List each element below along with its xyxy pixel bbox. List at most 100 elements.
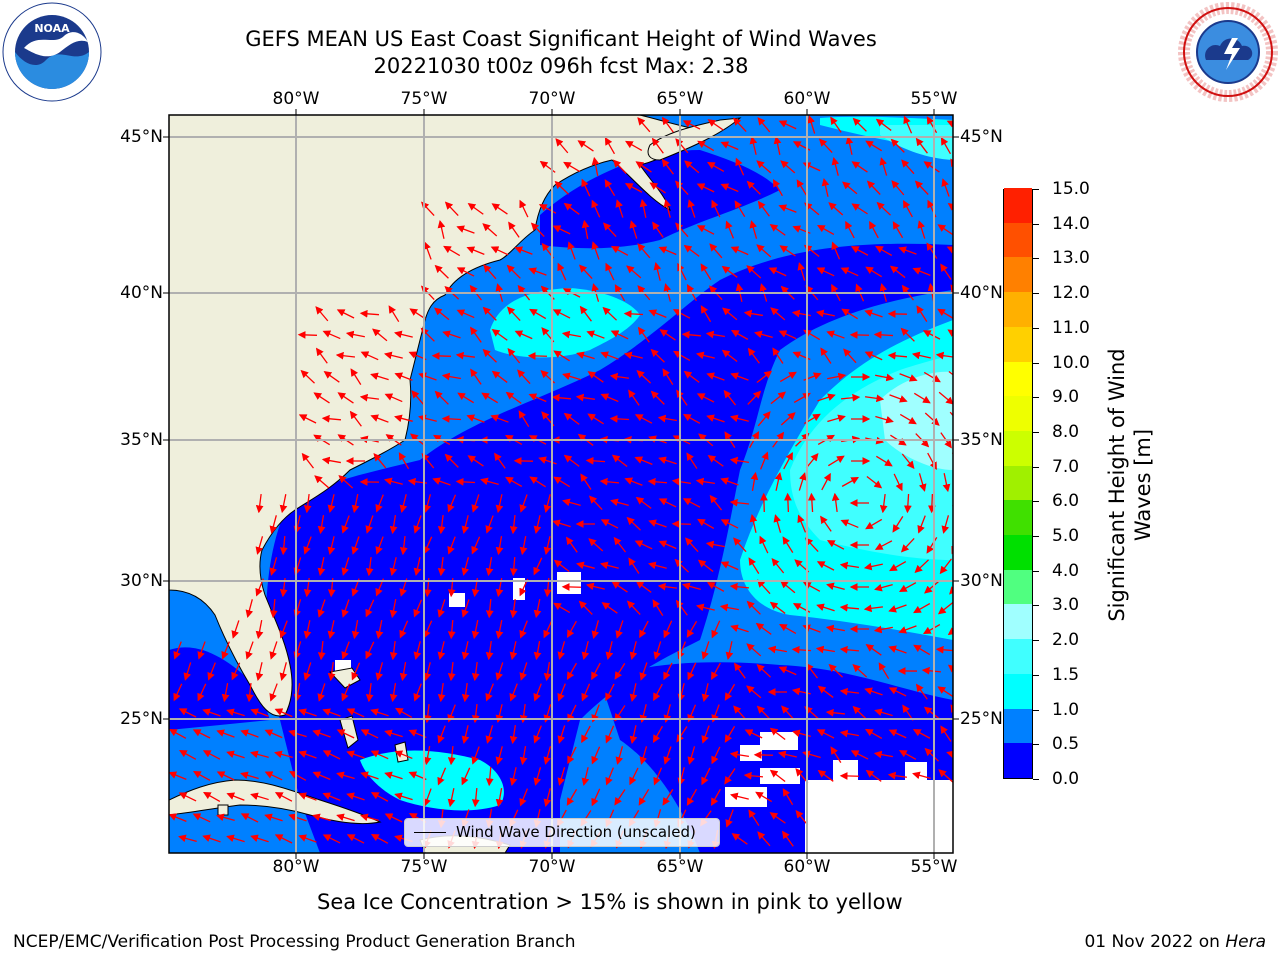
wave-direction-arrow [864, 394, 885, 403]
wave-direction-arrow [576, 561, 595, 570]
wave-direction-arrow [697, 559, 714, 573]
colorbar-tick-label: 2.0 [1052, 630, 1080, 651]
wave-direction-arrow [769, 601, 786, 614]
wave-direction-arrow [591, 662, 601, 681]
colorbar-tick-label: 9.0 [1052, 387, 1080, 408]
wave-direction-arrow [653, 641, 662, 660]
wave-direction-arrow [610, 246, 629, 256]
wave-direction-arrow [312, 729, 331, 738]
wave-direction-arrow [384, 393, 403, 403]
sea-ice-note: Sea Ice Concentration > 15% is shown in … [317, 890, 903, 914]
wave-direction-arrow [755, 622, 772, 635]
wave-direction-arrow [922, 330, 941, 340]
wave-direction-arrow [821, 472, 831, 491]
wave-direction-arrow [890, 138, 905, 153]
wave-direction-arrow [447, 788, 456, 808]
wave-direction-arrow [711, 620, 721, 639]
wave-direction-arrow [780, 412, 796, 426]
wave-direction-arrow [875, 245, 893, 257]
wave-direction-arrow [317, 599, 326, 618]
wave-direction-arrow [658, 246, 677, 256]
wave-direction-arrow [843, 348, 857, 364]
wave-direction-arrow [563, 202, 580, 215]
wave-direction-arrow [506, 306, 521, 322]
wave-direction-arrow [682, 582, 701, 591]
wave-direction-arrow [507, 347, 521, 364]
wave-direction-arrow [874, 583, 893, 592]
wave-direction-arrow [327, 620, 336, 640]
wave-direction-arrow [926, 242, 938, 259]
wave-direction-arrow [609, 414, 630, 423]
wave-direction-arrow [481, 392, 499, 404]
lon-label-top: 55°W [910, 89, 958, 109]
wave-direction-arrow [724, 725, 736, 743]
wave-direction-arrow [695, 477, 715, 486]
wave-direction-arrow [447, 536, 456, 555]
wave-direction-arrow [300, 369, 315, 384]
wave-direction-arrow [495, 494, 504, 514]
wave-direction-arrow [581, 641, 590, 660]
wave-direction-arrow [840, 267, 859, 277]
wave-direction-arrow [605, 683, 615, 702]
wave-direction-arrow [482, 348, 497, 363]
nws-logo [1178, 2, 1278, 102]
colorbar-tick-mark [1033, 605, 1039, 607]
footer-date: 01 Nov 2022 on Hera [1084, 932, 1266, 952]
lat-label-left: 40°N [120, 283, 163, 303]
wave-direction-arrow [485, 640, 494, 661]
wave-direction-arrow [722, 307, 738, 321]
wave-direction-arrow [605, 262, 615, 281]
wave-direction-arrow [671, 520, 692, 528]
wave-direction-arrow [628, 389, 640, 406]
wave-direction-arrow [659, 329, 676, 341]
wave-direction-arrow [675, 138, 689, 154]
wave-direction-arrow [782, 788, 794, 806]
wave-direction-arrow [676, 726, 688, 743]
wave-direction-arrow [413, 599, 423, 618]
wave-direction-arrow [683, 370, 700, 383]
wave-direction-arrow [605, 725, 615, 744]
wave-direction-arrow [705, 330, 725, 339]
wave-direction-arrow [639, 620, 649, 639]
wave-direction-arrow [461, 557, 470, 576]
wave-direction-arrow [743, 771, 764, 780]
wave-direction-arrow [603, 222, 617, 238]
colorbar-tick-label: 11.0 [1052, 317, 1090, 338]
wave-direction-arrow [899, 413, 917, 425]
wave-direction-arrow [615, 199, 624, 218]
wave-direction-arrow [938, 391, 953, 405]
wave-direction-arrow [772, 179, 783, 197]
wave-direction-arrow [831, 492, 840, 513]
wave-direction-arrow [821, 177, 830, 197]
wave-direction-arrow [255, 662, 264, 682]
wave-direction-arrow [924, 580, 940, 594]
wave-direction-arrow [437, 725, 446, 744]
lat-label-left: 35°N [120, 430, 163, 450]
wave-direction-arrow [887, 351, 908, 360]
wave-direction-arrow [178, 750, 197, 760]
wave-direction-arrow [351, 494, 360, 514]
wave-direction-arrow [700, 263, 712, 281]
wave-direction-arrow [509, 514, 518, 535]
wave-direction-arrow [923, 371, 941, 383]
wave-direction-arrow [889, 560, 907, 572]
wave-direction-arrow [345, 330, 365, 339]
wave-direction-arrow [852, 664, 868, 678]
colorbar-segment [1004, 222, 1032, 258]
wave-direction-arrow [519, 662, 528, 681]
colorbar-segment [1004, 187, 1032, 223]
wave-direction-arrow [482, 306, 497, 321]
wave-direction-arrow [323, 371, 340, 383]
wave-direction-arrow [370, 792, 389, 802]
wave-direction-arrow [935, 645, 953, 654]
wave-direction-arrow [375, 620, 384, 640]
wave-direction-arrow [216, 729, 235, 738]
colorbar-tick-mark [1033, 223, 1039, 225]
wave-direction-arrow [653, 262, 662, 281]
wave-direction-arrow [729, 498, 750, 507]
wave-direction-arrow [543, 746, 552, 765]
noaa-logo: NOAA [2, 2, 102, 102]
wave-direction-arrow [399, 620, 409, 639]
colorbar-tick-mark [1033, 362, 1039, 364]
map-legend: Wind Wave Direction (unscaled) [404, 818, 720, 847]
